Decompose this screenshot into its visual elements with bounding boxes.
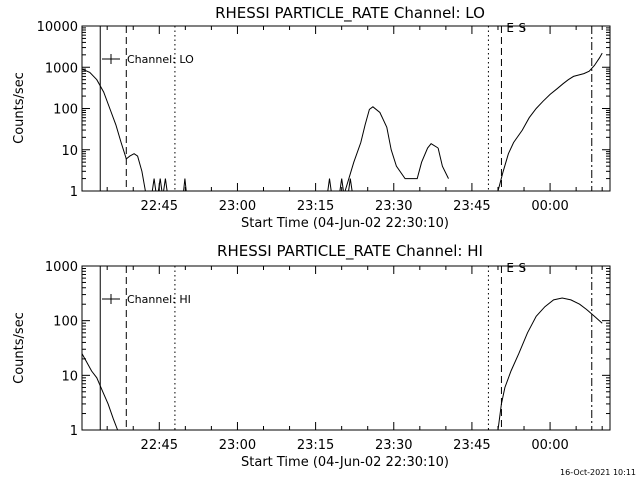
- lo-y-axis-label: Counts/sec: [12, 72, 27, 144]
- hi-marker-s: S: [518, 261, 526, 275]
- lo-rate-curve: [81, 68, 146, 192]
- hi-chart-title: RHESSI PARTICLE_RATE Channel: HI: [217, 242, 483, 261]
- lo-chart-title: RHESSI PARTICLE_RATE Channel: LO: [215, 4, 485, 23]
- lo-x-tick-label: 22:45: [141, 199, 178, 214]
- lo-marker-e: E: [506, 21, 514, 35]
- lo-rate-curve: [163, 178, 168, 192]
- hi-channel-panel: RHESSI PARTICLE_RATE Channel: HI Counts/…: [12, 242, 611, 470]
- hi-plot-frame: [81, 265, 611, 431]
- hi-x-tick-label: 23:00: [219, 438, 256, 453]
- hi-x-tick-label: 00:00: [531, 438, 568, 453]
- lo-x-axis-label: Start Time (04-Jun-02 22:30:10): [241, 216, 449, 231]
- hi-x-tick-label: 22:45: [141, 438, 178, 453]
- hi-y-tick-label: 10: [61, 369, 78, 384]
- lo-rate-curve: [183, 178, 187, 192]
- hi-x-tick-label: 23:30: [375, 438, 412, 453]
- lo-rate-curve: [348, 178, 353, 192]
- hi-x-tick-label: 23:15: [297, 438, 334, 453]
- hi-y-axis-label: Counts/sec: [12, 312, 27, 384]
- hi-y-tick-label: 100: [53, 315, 78, 330]
- lo-y-tick-label: 1000: [45, 61, 78, 76]
- lo-rate-curve: [151, 178, 157, 192]
- hi-x-tick-label: 23:45: [453, 438, 490, 453]
- lo-x-tick-label: 23:30: [375, 199, 412, 214]
- lo-y-tick-label: 100: [53, 103, 78, 118]
- lo-y-tick-label: 10: [61, 144, 78, 159]
- lo-rate-curve: [344, 106, 439, 192]
- lo-x-tick-label: 23:15: [297, 199, 334, 214]
- lo-x-tick-label: 23:00: [219, 199, 256, 214]
- lo-channel-panel: RHESSI PARTICLE_RATE Channel: LO Counts/…: [12, 4, 611, 231]
- hi-y-tick-label: 1000: [45, 260, 78, 275]
- lo-legend-label: Channel: LO: [127, 53, 194, 66]
- lo-rate-curve: [437, 147, 449, 179]
- lo-plot-frame: [81, 25, 611, 192]
- hi-rate-curve: [497, 297, 603, 431]
- lo-y-tick-label: 10000: [37, 20, 78, 35]
- lo-rate-curve: [339, 178, 344, 192]
- generated-timestamp: 16-Oct-2021 10:11: [560, 468, 636, 477]
- lo-rate-curve: [497, 52, 603, 192]
- lo-rate-curve: [157, 178, 163, 192]
- hi-y-tick-label: 1: [70, 424, 78, 439]
- hi-legend-label: Channel: HI: [127, 293, 191, 306]
- lo-x-tick-label: 00:00: [531, 199, 568, 214]
- lo-x-tick-label: 23:45: [453, 199, 490, 214]
- lo-y-tick-label: 1: [70, 185, 78, 200]
- lo-rate-curve: [327, 178, 332, 192]
- hi-rate-curve: [81, 353, 119, 431]
- hi-marker-e: E: [506, 261, 514, 275]
- lo-marker-s: S: [518, 21, 526, 35]
- hi-x-axis-label: Start Time (04-Jun-02 22:30:10): [241, 455, 449, 470]
